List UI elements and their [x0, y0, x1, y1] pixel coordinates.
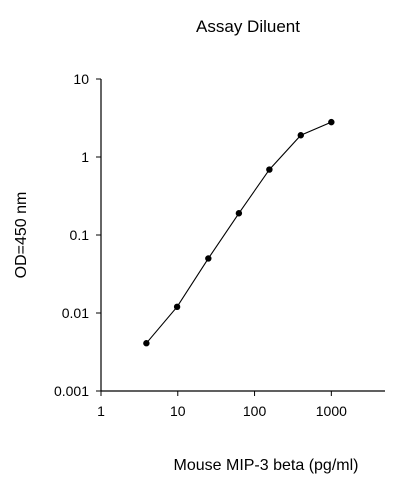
x-axis-label: Mouse MIP-3 beta (pg/ml)	[174, 457, 359, 474]
x-tick-label: 10	[170, 403, 186, 419]
y-tick-label: 0.01	[62, 305, 89, 321]
data-point	[173, 303, 181, 311]
y-axis-label: OD=450 nm	[13, 192, 30, 279]
y-ticks: 0.001 0.01 0.1 1 10	[54, 71, 101, 399]
x-ticks: 1 10 100 1000	[97, 391, 347, 419]
data-point	[143, 340, 150, 347]
x-tick-label: 1	[97, 403, 105, 419]
data-point	[266, 166, 273, 173]
chart-title: Assay Diluent	[196, 17, 300, 36]
series-line	[145, 121, 332, 344]
data-point	[297, 132, 304, 139]
data-point	[205, 255, 212, 262]
y-tick-label: 0.001	[54, 383, 89, 399]
y-tick-label: 0.1	[70, 227, 90, 243]
data-point	[235, 210, 243, 217]
data-point	[328, 118, 335, 126]
x-tick-label: 1000	[316, 403, 347, 419]
y-tick-label: 10	[73, 71, 89, 87]
x-tick-label: 100	[243, 403, 267, 419]
y-tick-label: 1	[81, 149, 89, 165]
series	[143, 118, 335, 347]
